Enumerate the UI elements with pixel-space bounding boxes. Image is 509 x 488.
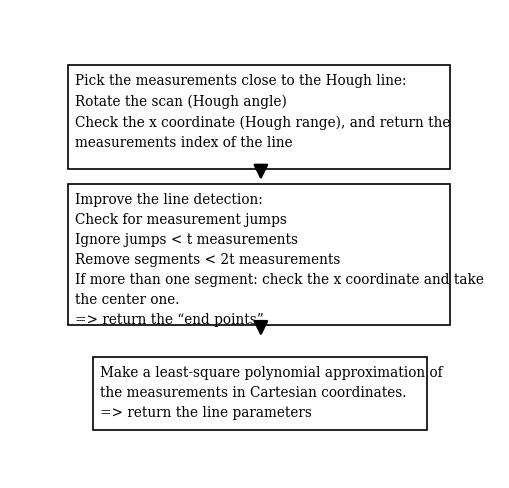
Text: Improve the line detection:
Check for measurement jumps
Ignore jumps < t measure: Improve the line detection: Check for me… [75, 193, 484, 327]
FancyBboxPatch shape [68, 66, 450, 169]
FancyBboxPatch shape [68, 184, 450, 325]
Text: Pick the measurements close to the Hough line:
Rotate the scan (Hough angle)
Che: Pick the measurements close to the Hough… [75, 74, 450, 149]
Text: Make a least-square polynomial approximation of
the measurements in Cartesian co: Make a least-square polynomial approxima… [100, 366, 443, 420]
FancyBboxPatch shape [93, 357, 427, 430]
